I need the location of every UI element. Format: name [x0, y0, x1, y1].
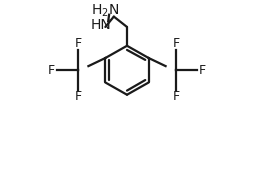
Text: F: F	[48, 64, 55, 77]
Text: F: F	[172, 90, 180, 103]
Text: F: F	[172, 37, 180, 50]
Text: F: F	[199, 64, 206, 77]
Text: F: F	[74, 90, 82, 103]
Text: HN: HN	[90, 18, 111, 32]
Text: H$_2$N: H$_2$N	[91, 3, 119, 19]
Text: F: F	[74, 37, 82, 50]
